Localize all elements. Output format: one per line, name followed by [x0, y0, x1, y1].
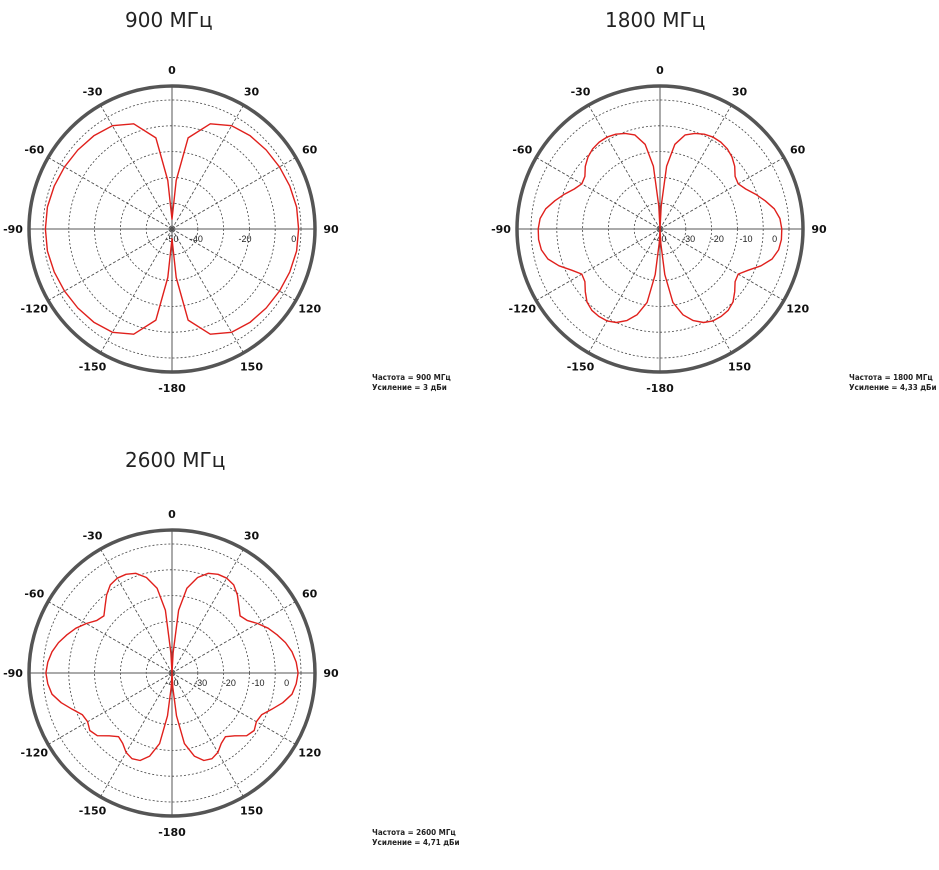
angle-label: 0	[656, 64, 664, 77]
radial-tick-label: -20	[223, 678, 236, 688]
angle-label: 120	[786, 303, 809, 316]
radial-tick-label: 0	[291, 234, 296, 244]
radial-tick-label: 0	[772, 234, 777, 244]
grid-spoke	[100, 672, 173, 798]
angle-label: -180	[158, 382, 186, 395]
grid-spoke	[171, 228, 297, 301]
radial-tick-label: -10	[251, 678, 264, 688]
grid-spoke	[535, 157, 661, 230]
grid-spoke	[588, 228, 661, 354]
angle-label: 60	[302, 588, 318, 601]
chart-info: Частота = 2600 МГц Усиление = 4,71 дБи	[372, 828, 460, 848]
radial-tick-label: -30	[682, 234, 695, 244]
frequency-label: Частота = 900 МГц	[372, 373, 451, 382]
grid-spoke	[659, 157, 785, 230]
outer-ring	[27, 84, 317, 374]
angle-label: -180	[646, 382, 674, 395]
grid-spoke	[100, 228, 173, 354]
grid-spoke	[171, 157, 297, 230]
grid-spoke	[171, 601, 297, 674]
gain-label: Усиление = 3 дБи	[372, 383, 447, 392]
radial-tick-label: 0	[284, 678, 289, 688]
grid-spoke	[659, 228, 785, 301]
angle-label: 90	[323, 223, 339, 236]
grid-spoke	[171, 548, 244, 674]
grid-spoke	[659, 228, 732, 354]
angle-label: 60	[302, 144, 318, 157]
outer-ring	[27, 528, 317, 818]
angle-label: -30	[83, 85, 103, 98]
chart-title: 1800 МГц	[605, 8, 706, 32]
angle-label: -60	[512, 144, 532, 157]
angle-label: -150	[567, 361, 595, 374]
angle-label: 30	[244, 85, 260, 98]
outer-ring	[515, 84, 805, 374]
angle-label: -60	[24, 588, 44, 601]
angle-label: -120	[21, 747, 49, 760]
radiation-pattern-trace	[44, 123, 300, 335]
radial-tick-label: -10	[739, 234, 752, 244]
angle-label: 120	[298, 747, 321, 760]
angle-label: 0	[168, 64, 176, 77]
grid-spoke	[100, 104, 173, 230]
radiation-pattern-trace	[537, 132, 783, 324]
grid-spoke	[171, 228, 244, 354]
angle-label: 150	[728, 361, 751, 374]
gain-label: Усиление = 4,71 дБи	[372, 838, 460, 847]
angle-label: 60	[790, 144, 806, 157]
grid-spoke	[47, 228, 173, 301]
grid-spoke	[588, 104, 661, 230]
radiation-pattern-trace	[45, 572, 299, 762]
grid-spoke	[535, 228, 661, 301]
chart-title: 2600 МГц	[125, 448, 226, 472]
grid-spoke	[171, 672, 244, 798]
radial-tick-label: -20	[711, 234, 724, 244]
radial-tick-label: -40	[190, 234, 203, 244]
chart-info: Частота = 900 МГц Усиление = 3 дБи	[372, 373, 451, 393]
angle-label: -120	[21, 303, 49, 316]
angle-label: 120	[298, 303, 321, 316]
chart-info: Частота = 1800 МГц Усиление = 4,33 дБи	[849, 373, 937, 393]
angle-label: -120	[509, 303, 537, 316]
chart-panel-900: 900 МГц 0 30 60 90 120 150 -180 -150 -120 -90 -60 -…	[0, 0, 470, 430]
angle-label: -90	[3, 667, 23, 680]
frequency-label: Частота = 1800 МГц	[849, 373, 933, 382]
angle-label: 30	[244, 529, 260, 542]
angle-label: 90	[811, 223, 827, 236]
chart-title: 900 МГц	[125, 8, 213, 32]
chart-panel-1800: 1800 МГц 0 30 60 90 120 150 -180 -150 -120 -90 -60…	[469, 0, 939, 430]
angle-label: -180	[158, 826, 186, 839]
angle-label: -150	[79, 805, 107, 818]
frequency-label: Частота = 2600 МГц	[372, 828, 456, 837]
grid-spoke	[100, 548, 173, 674]
angle-label: 0	[168, 508, 176, 521]
angle-label: -30	[83, 529, 103, 542]
angle-label: 150	[240, 361, 263, 374]
radial-tick-label: -20	[239, 234, 252, 244]
angle-label: -90	[3, 223, 23, 236]
radial-tick-label: -30	[194, 678, 207, 688]
grid-spoke	[659, 104, 732, 230]
angle-label: -30	[571, 85, 591, 98]
grid-spoke	[171, 104, 244, 230]
angle-label: 150	[240, 805, 263, 818]
grid-spoke	[171, 672, 297, 745]
angle-label: 30	[732, 85, 748, 98]
angle-label: 90	[323, 667, 339, 680]
gain-label: Усиление = 4,33 дБи	[849, 383, 937, 392]
angle-label: -150	[79, 361, 107, 374]
chart-panel-2600: 2600 МГц 0 30 60 90 120 150 -180 -150 -120 -90 -60…	[0, 440, 470, 870]
grid-spoke	[47, 157, 173, 230]
angle-label: -60	[24, 144, 44, 157]
angle-label: -90	[491, 223, 511, 236]
grid-spoke	[47, 601, 173, 674]
grid-spoke	[47, 672, 173, 745]
center-marker	[168, 225, 176, 233]
